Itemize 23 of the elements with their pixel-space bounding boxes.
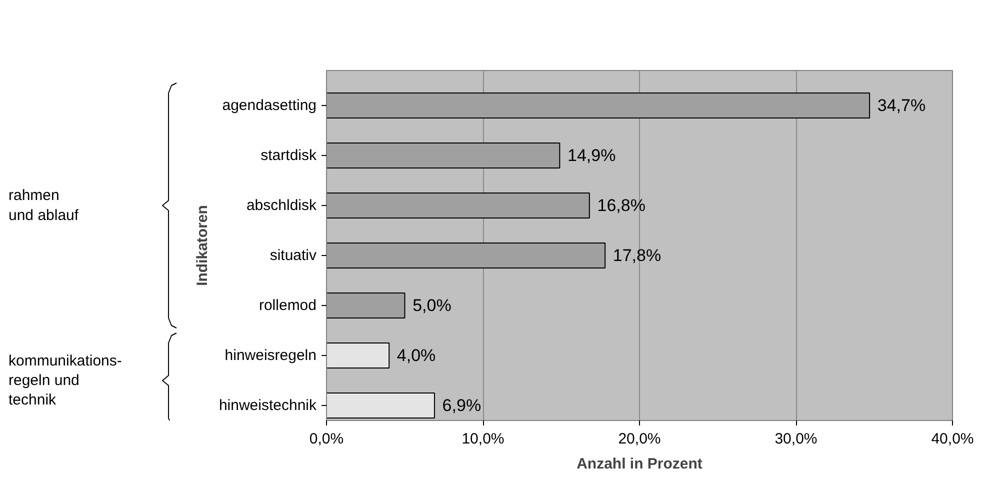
data-label: 14,9% (568, 146, 616, 165)
data-label: 6,9% (442, 396, 482, 415)
y-tick-label: hinweisregeln (224, 347, 317, 364)
data-label: 4,0% (396, 346, 436, 365)
data-label: 16,8% (597, 196, 646, 215)
y-axis-title: Indikatoren (194, 205, 211, 286)
data-label: 34,7% (877, 96, 926, 115)
y-tick-label: hinweistechnik (218, 397, 317, 414)
data-label: 5,0% (412, 296, 452, 315)
y-tick-label: abschldisk (246, 197, 317, 214)
y-tick-label: startdisk (260, 147, 317, 164)
x-tick-label: 10,0% (462, 430, 504, 448)
text: kommunikations- regeln und technik (8, 352, 122, 409)
x-tick-label: 30,0% (774, 430, 818, 448)
x-axis-title: Anzahl in Prozent (576, 456, 702, 472)
x-tick-label: 40,0% (931, 430, 974, 448)
y-tick-label: rollemod (258, 297, 317, 314)
text: rahmen und ablauf (8, 187, 80, 224)
y-tick-label: agendasetting (222, 97, 316, 114)
data-label: 17,8% (612, 246, 662, 265)
x-tick-label: 20,0% (618, 430, 661, 448)
y-tick-label: situativ (270, 247, 317, 264)
x-tick-label: 0,0% (309, 430, 344, 448)
